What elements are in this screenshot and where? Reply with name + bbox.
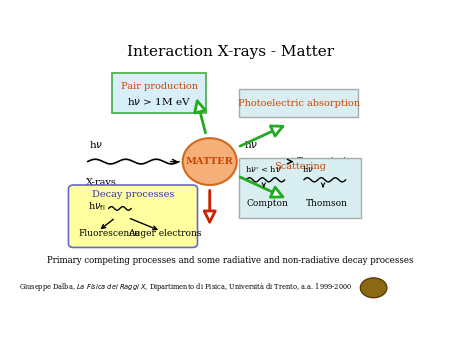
- Text: Fluorescence: Fluorescence: [79, 229, 141, 238]
- Text: h$\nu$ > 1M eV: h$\nu$ > 1M eV: [127, 96, 191, 107]
- Text: Photoelectric absorption: Photoelectric absorption: [238, 98, 360, 107]
- FancyBboxPatch shape: [239, 158, 361, 218]
- Text: X-rays: X-rays: [86, 178, 117, 188]
- Text: Transmission: Transmission: [297, 157, 358, 166]
- Text: Decay processes: Decay processes: [92, 190, 174, 199]
- Text: h$\nu$: h$\nu$: [89, 139, 104, 150]
- Text: Pair production: Pair production: [121, 82, 198, 92]
- Text: Giuseppe Dalba, $\it{La\ Fisica\ dei\ Raggi\ X}$, Dipartimento di Fisica, Univer: Giuseppe Dalba, $\it{La\ Fisica\ dei\ Ra…: [18, 280, 352, 293]
- Text: Thomson: Thomson: [306, 199, 347, 209]
- Text: Auger electrons: Auger electrons: [128, 229, 201, 238]
- Text: Interaction X-rays - Matter: Interaction X-rays - Matter: [127, 45, 334, 59]
- Text: MATTER: MATTER: [186, 157, 234, 166]
- Text: h$\nu_{\rm fl}$: h$\nu_{\rm fl}$: [88, 200, 105, 213]
- Text: h$\nu$' < h$\nu$: h$\nu$' < h$\nu$: [245, 164, 281, 174]
- FancyBboxPatch shape: [68, 185, 198, 247]
- FancyBboxPatch shape: [112, 73, 206, 114]
- Circle shape: [360, 278, 387, 298]
- Text: h$\nu$: h$\nu$: [243, 139, 258, 150]
- Ellipse shape: [183, 138, 237, 185]
- Text: h$\nu$: h$\nu$: [302, 164, 314, 174]
- Text: Scattering: Scattering: [274, 162, 326, 171]
- Text: Primary competing processes and some radiative and non-radiative decay processes: Primary competing processes and some rad…: [47, 256, 414, 265]
- Text: Compton: Compton: [246, 199, 288, 209]
- FancyBboxPatch shape: [239, 89, 358, 117]
